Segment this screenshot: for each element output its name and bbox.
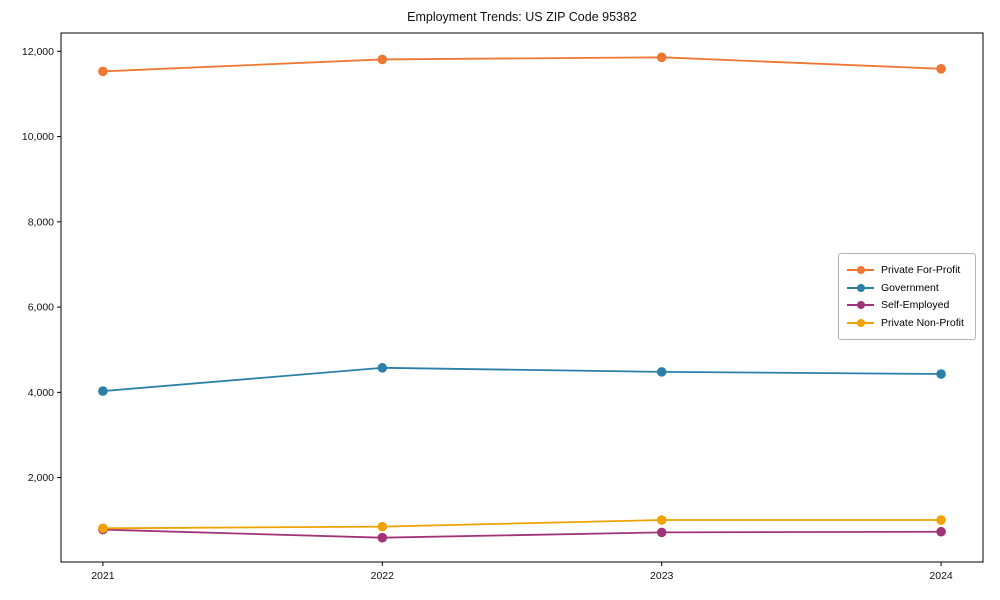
- legend-line-marker-icon: [847, 283, 874, 292]
- x-tick-label: 2021: [91, 570, 115, 582]
- y-tick-label: 6,000: [28, 302, 54, 314]
- legend-item-private-for-profit: Private For-Profit: [847, 261, 967, 279]
- y-tick-label: 2,000: [28, 472, 54, 484]
- legend-line-marker-icon: [847, 301, 874, 310]
- legend-label: Private For-Profit: [881, 263, 961, 276]
- series-line: [102, 519, 942, 530]
- legend: Private For-Profit Government Self-Employe…: [838, 253, 976, 340]
- data-point-marker: [98, 66, 108, 77]
- data-point-marker: [656, 515, 667, 525]
- axes-frame: [60, 32, 984, 563]
- data-point-marker: [936, 515, 946, 525]
- data-point-marker: [656, 367, 667, 377]
- series-government: [98, 363, 946, 396]
- legend-line-marker-icon: [847, 319, 874, 328]
- series-private-for-profit: [98, 52, 946, 77]
- data-point-marker: [936, 526, 946, 537]
- y-tick-label: 4,000: [28, 387, 54, 399]
- data-point-marker: [656, 52, 667, 63]
- data-point-marker: [936, 369, 946, 379]
- y-axis: 2,000 4,000 6,000 8,000 10,000 12,000: [22, 46, 61, 484]
- series-line: [102, 528, 942, 539]
- legend-item-self-employed: Self-Employed: [847, 297, 967, 315]
- series-private-non-profit: [98, 515, 946, 534]
- legend-label: Self-Employed: [881, 299, 950, 312]
- data-point-marker: [98, 386, 108, 396]
- data-point-marker: [377, 521, 388, 532]
- data-point-marker: [98, 523, 108, 534]
- x-tick-label: 2024: [929, 570, 953, 582]
- x-tick-label: 2023: [650, 570, 674, 582]
- chart-title: Employment Trends: US ZIP Code 95382: [407, 10, 637, 24]
- x-tick-label: 2022: [371, 570, 395, 582]
- series-line: [102, 56, 942, 73]
- legend-item-private-non-profit: Private Non-Profit: [847, 314, 967, 332]
- legend-line-marker-icon: [847, 265, 874, 274]
- data-point-marker: [656, 527, 667, 538]
- y-tick-label: 10,000: [22, 131, 54, 143]
- data-point-marker: [936, 64, 946, 74]
- y-tick-label: 8,000: [28, 216, 54, 228]
- legend-label: Government: [881, 281, 939, 294]
- y-tick-label: 12,000: [22, 46, 54, 58]
- series-line: [102, 366, 942, 392]
- data-point-marker: [377, 363, 388, 373]
- legend-item-government: Government: [847, 279, 967, 297]
- data-point-marker: [377, 54, 388, 65]
- legend-label: Private Non-Profit: [881, 317, 964, 330]
- x-axis: 2021 2022 2023 2024: [91, 562, 953, 582]
- data-point-marker: [377, 532, 388, 543]
